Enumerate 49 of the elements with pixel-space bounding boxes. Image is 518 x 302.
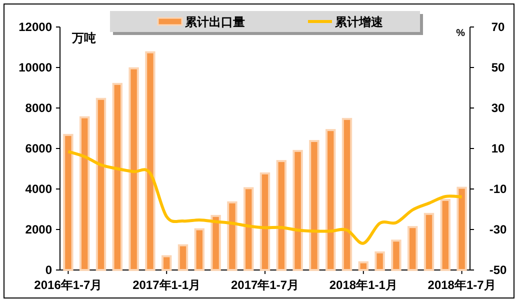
- line-series: [66, 150, 464, 245]
- y2-tick-label: -30: [489, 222, 507, 236]
- y2-tick-label: -10: [489, 182, 507, 196]
- y2-tick-label: 50: [491, 60, 505, 74]
- bar: [309, 140, 320, 271]
- y2-axis-title: %: [456, 28, 466, 39]
- y-tick-label: 2000: [25, 222, 52, 236]
- bar: [80, 116, 90, 271]
- bar: [210, 214, 221, 271]
- bar: [374, 251, 385, 271]
- bar: [358, 261, 368, 271]
- bar: [326, 129, 336, 271]
- bar: [227, 201, 238, 271]
- bar: [63, 134, 74, 271]
- bar: [96, 98, 106, 271]
- bar: [194, 228, 204, 271]
- y-tick-label: 4000: [25, 182, 52, 196]
- bar: [112, 82, 122, 271]
- bar: [145, 51, 156, 271]
- bar: [244, 187, 254, 271]
- y2-tick-label: 30: [491, 101, 505, 115]
- x-tick-label: 2016年1-7月: [34, 278, 102, 292]
- bar: [342, 118, 352, 271]
- legend-label: 累计增速: [334, 15, 384, 29]
- bar: [292, 150, 303, 271]
- bar: [456, 186, 467, 271]
- bar: [424, 212, 434, 271]
- x-tick-label: 2018年1-7月: [428, 278, 496, 292]
- y2-tick-label: 10: [491, 142, 505, 156]
- bar: [260, 172, 270, 271]
- bar: [276, 160, 286, 271]
- x-tick-label: 2018年1-1月: [329, 278, 398, 292]
- bar: [440, 198, 450, 271]
- y-tick-label: 12000: [18, 20, 52, 34]
- y2-tick-label: 70: [491, 20, 505, 34]
- bar: [162, 255, 172, 271]
- bar: [128, 67, 139, 271]
- bar: [178, 244, 188, 271]
- legend-label: 累计出口量: [184, 15, 245, 29]
- y-axis-title: 万吨: [71, 31, 96, 45]
- bar: [408, 226, 418, 271]
- y-tick-label: 0: [45, 263, 52, 277]
- y2-tick-label: -50: [489, 263, 507, 277]
- y-tick-label: 10000: [18, 60, 52, 74]
- x-tick-label: 2017年1-7月: [230, 278, 300, 292]
- bar: [391, 240, 402, 271]
- y-tick-label: 8000: [25, 101, 52, 115]
- x-tick-label: 2017年1-1月: [132, 278, 201, 292]
- y-tick-label: 6000: [25, 142, 52, 156]
